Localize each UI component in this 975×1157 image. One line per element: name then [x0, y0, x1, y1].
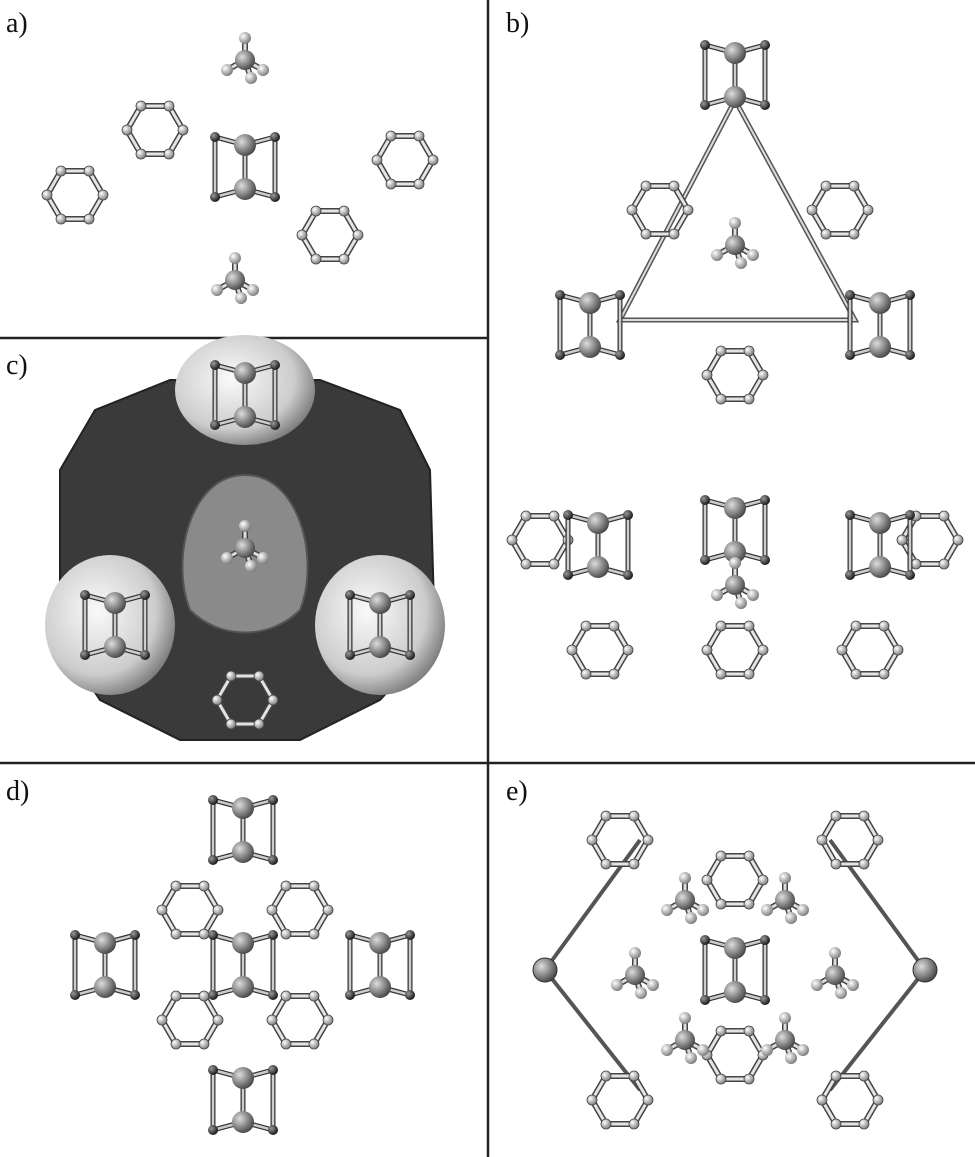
- ring: [122, 101, 188, 159]
- paddlewheel: [210, 132, 280, 202]
- ring: [702, 851, 768, 909]
- paddlewheel: [208, 930, 278, 1000]
- molecule-e: [532, 811, 938, 1129]
- ring: [627, 181, 693, 239]
- ring: [702, 1026, 768, 1084]
- metal-atom: [912, 957, 938, 983]
- molecule-c: [45, 335, 445, 741]
- paddlewheel: [555, 290, 625, 360]
- molecule-a: [42, 32, 438, 304]
- ring: [807, 181, 873, 239]
- molecule-d: [70, 795, 415, 1135]
- ring: [587, 811, 653, 869]
- ring: [837, 621, 903, 679]
- ring: [267, 991, 333, 1049]
- ring: [897, 511, 963, 569]
- ring: [817, 1071, 883, 1129]
- ring: [587, 1071, 653, 1129]
- paddlewheel: [700, 495, 770, 565]
- molecule-b: [507, 40, 963, 679]
- methane: [711, 217, 759, 269]
- panel-label: a): [6, 8, 28, 39]
- methane: [811, 947, 859, 999]
- paddlewheel: [700, 935, 770, 1005]
- ring: [567, 621, 633, 679]
- paddlewheel: [208, 1065, 278, 1135]
- methane: [611, 947, 659, 999]
- methane: [221, 32, 269, 84]
- ring: [507, 511, 573, 569]
- paddlewheel: [208, 795, 278, 865]
- framework: [615, 94, 860, 323]
- ring: [267, 881, 333, 939]
- panel-label: d): [6, 776, 29, 807]
- lobe: [45, 555, 175, 695]
- methane: [211, 252, 259, 304]
- ring: [702, 346, 768, 404]
- paddlewheel: [345, 930, 415, 1000]
- paddlewheel: [845, 290, 915, 360]
- ring: [817, 811, 883, 869]
- ring: [372, 131, 438, 189]
- framework: [618, 97, 857, 321]
- methane: [711, 557, 759, 609]
- paddlewheel: [70, 930, 140, 1000]
- panel-label: c): [6, 350, 28, 381]
- panel-label: b): [506, 8, 529, 39]
- paddlewheel: [563, 510, 633, 580]
- ring: [42, 166, 108, 224]
- panel-label: e): [506, 776, 528, 807]
- metal-atom: [532, 957, 558, 983]
- paddlewheel: [700, 40, 770, 110]
- framework: [543, 838, 927, 1092]
- ring: [702, 621, 768, 679]
- ring: [297, 206, 363, 264]
